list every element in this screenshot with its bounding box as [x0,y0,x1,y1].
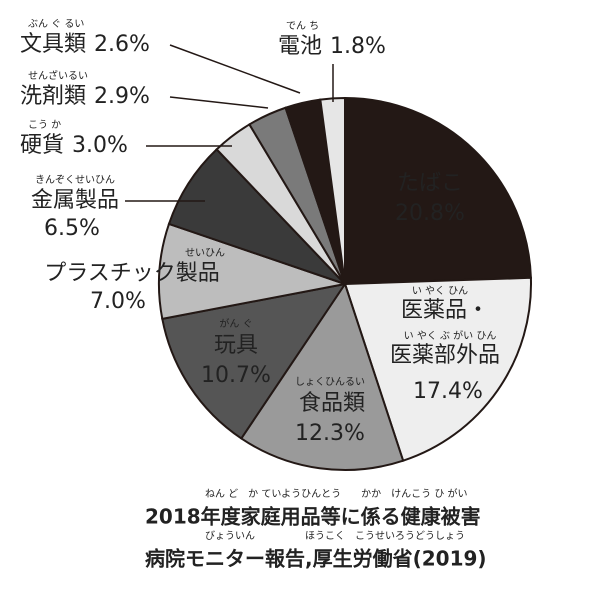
slice-label: 電池 1.8% [278,34,386,59]
value-label: 3.0% [72,133,128,158]
reading: せんざいるい [28,69,88,82]
reading: でん ち [286,20,319,32]
value-label: 2.9% [94,84,150,109]
pie-slice [158,222,349,321]
pie-slice [161,282,348,440]
pie-slice [239,281,405,471]
category-label: 玩具 [214,333,258,358]
value-label: 6.5% [44,216,100,241]
pie-slice [343,276,532,462]
source: 病院モニター報告,厚生労働省(2019) [145,547,487,571]
reading: きんぞくせいひん [35,174,115,186]
category-label: 医薬品・ [401,298,489,323]
source: 2018年度家庭用品等に係る健康被害 [145,505,481,529]
category-label: プラスチック製品 [44,261,220,286]
category-label: 文具類 [20,32,86,57]
leader-line [169,44,301,94]
reading: い やく ひん [412,285,468,297]
reading: こう か [28,119,61,131]
reading: しょくひんるい [295,376,365,388]
category-label: 電池 [278,34,322,59]
source-reading: ねん ど か ていようひんとう かか けんこう ひ がい [205,487,468,500]
reading: ぶん ぐ るい [28,18,84,30]
value-label: 20.8% [395,201,465,226]
pie-slice [344,96,532,286]
value-label: 17.4% [413,379,483,404]
leader-line [169,96,269,109]
category-label: 金属製品 [31,188,119,213]
slice-label: 硬貨 3.0% [20,133,128,158]
value-label: 1.8% [330,34,386,59]
category-label: 硬貨 [20,133,64,158]
reading: い やく ぶ がい ひん [404,329,497,342]
value-label: 10.7% [201,363,271,388]
value-label: 2.6% [94,32,150,57]
value-label: 12.3% [295,421,365,446]
source-reading: びょういん ほうこく こうせいろうどうしょう [205,530,465,542]
category-label: 医薬部外品 [390,343,500,368]
reading: せいひん [185,247,225,259]
category-label: 食品類 [299,391,365,416]
slice-label: 洗剤類 2.9% [20,84,150,109]
slice-label: 文具類 2.6% [20,32,150,57]
reading: がん ぐ [219,317,252,330]
category-label: 洗剤類 [20,84,86,109]
value-label: 7.0% [90,289,146,314]
category-label: たばこ [397,171,463,196]
